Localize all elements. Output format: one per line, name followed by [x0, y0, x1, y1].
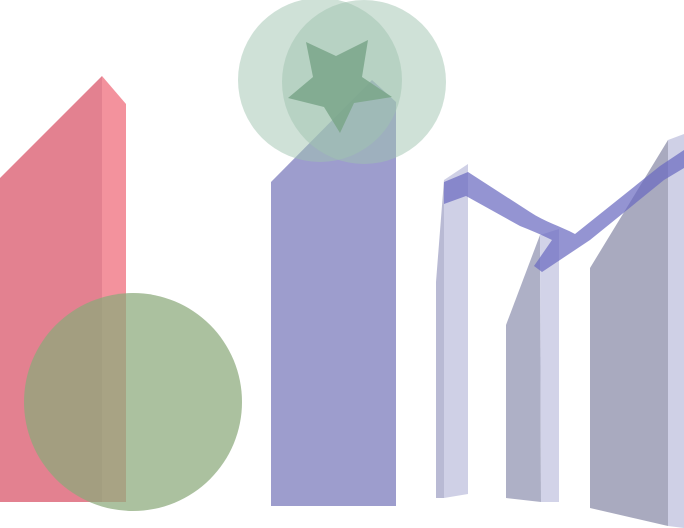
pillar-middle-side-face — [540, 229, 559, 502]
pillar-left-front-face — [444, 164, 468, 498]
pillar-right-side-face — [668, 134, 684, 528]
ribbon — [444, 150, 684, 272]
pillar-middle — [506, 229, 559, 502]
pillar-right — [590, 134, 684, 528]
blue-tower — [271, 80, 396, 506]
pillar-right-front-face — [590, 140, 668, 526]
pillar-left-side-face — [436, 180, 444, 498]
pillar-left — [436, 164, 468, 498]
green-circle — [24, 293, 242, 511]
green-star — [288, 40, 392, 133]
pillar-middle-front-face — [506, 235, 541, 502]
